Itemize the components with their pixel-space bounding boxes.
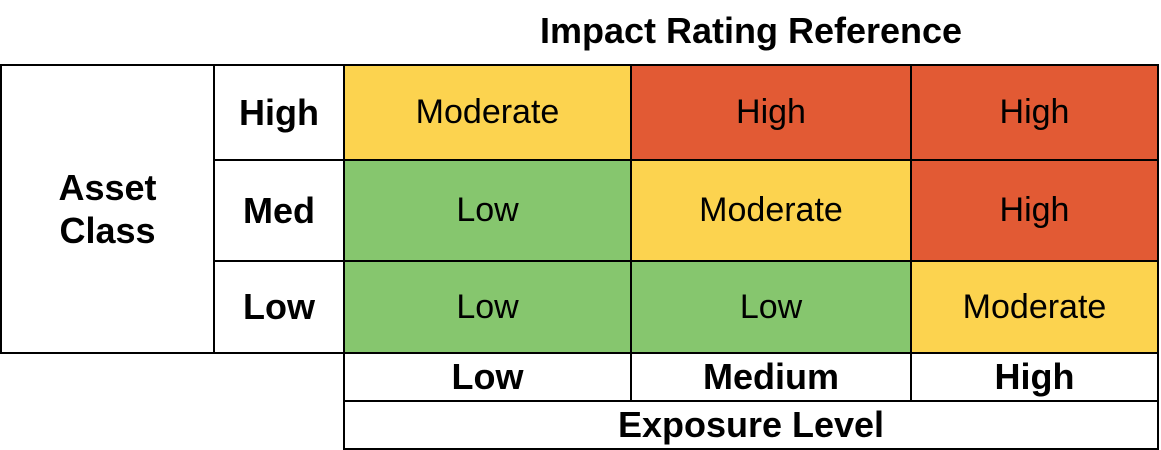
asset-class-title-line2: Class bbox=[59, 210, 156, 251]
rating-cell: High bbox=[630, 64, 912, 161]
rating-cell: Low bbox=[343, 260, 632, 354]
matrix-title: Impact Rating Reference bbox=[539, 10, 963, 51]
asset-class-axis-title: Asset Class bbox=[0, 64, 215, 354]
asset-class-title-line1: Asset bbox=[58, 166, 157, 208]
rating-cell: High bbox=[910, 159, 1159, 262]
row-label-low: Low bbox=[213, 260, 345, 354]
col-label-high: High bbox=[910, 352, 1159, 402]
rating-cell: Moderate bbox=[910, 260, 1159, 354]
rating-cell: Low bbox=[343, 159, 632, 262]
col-label-medium: Medium bbox=[630, 352, 912, 402]
rating-cell: High bbox=[910, 64, 1159, 161]
rating-cell: Low bbox=[630, 260, 912, 354]
rating-cell: Moderate bbox=[630, 159, 912, 262]
col-label-low: Low bbox=[343, 352, 632, 402]
row-label-med: Med bbox=[213, 159, 345, 262]
row-label-high: High bbox=[213, 64, 345, 161]
rating-cell: Moderate bbox=[343, 64, 632, 161]
exposure-level-axis-title: Exposure Level bbox=[343, 400, 1159, 450]
